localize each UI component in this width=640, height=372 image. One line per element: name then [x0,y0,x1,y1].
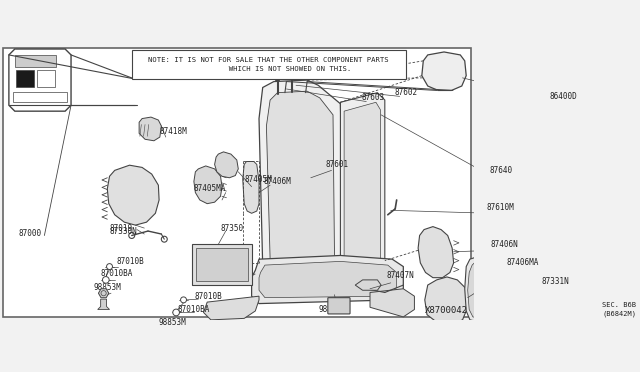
FancyBboxPatch shape [196,248,248,281]
Text: 87405M: 87405M [244,175,272,184]
Text: WHICH IS NOT SHOWED ON THIS.: WHICH IS NOT SHOWED ON THIS. [185,66,351,72]
Text: 87406N: 87406N [491,240,518,249]
Circle shape [129,232,134,238]
Polygon shape [13,92,67,102]
Text: X8700042: X8700042 [425,307,468,315]
Text: (B6842M): (B6842M) [602,311,636,317]
Polygon shape [204,296,259,320]
Polygon shape [15,55,56,67]
Text: 87331N: 87331N [541,277,570,286]
Text: SEC. B6B: SEC. B6B [602,302,636,308]
Polygon shape [340,93,385,280]
Circle shape [275,77,280,81]
Polygon shape [166,331,178,341]
Polygon shape [37,70,55,87]
Polygon shape [243,161,259,213]
Polygon shape [166,321,177,330]
Polygon shape [259,80,344,281]
Circle shape [161,236,167,242]
Text: 87010BA: 87010BA [100,269,133,279]
Text: 87405MA: 87405MA [194,185,227,193]
Text: 87610M: 87610M [487,203,515,212]
Circle shape [102,276,109,283]
FancyBboxPatch shape [132,51,406,78]
Polygon shape [16,70,34,87]
Circle shape [180,297,186,303]
Polygon shape [587,307,597,321]
Text: 87019: 87019 [109,224,132,232]
Text: 87330N: 87330N [109,227,137,235]
Text: 87601: 87601 [326,160,349,169]
Text: 98856X: 98856X [318,305,346,314]
FancyBboxPatch shape [3,48,470,317]
Polygon shape [355,280,381,290]
Polygon shape [425,277,468,324]
Polygon shape [214,152,238,178]
Polygon shape [418,227,454,278]
Circle shape [290,75,294,79]
FancyBboxPatch shape [193,244,252,285]
Text: 87603: 87603 [361,93,384,102]
Circle shape [173,309,179,316]
Polygon shape [465,258,488,322]
Text: 87406MA: 87406MA [506,259,538,267]
Polygon shape [266,91,335,268]
Text: 87350: 87350 [221,224,244,232]
FancyBboxPatch shape [328,298,350,314]
Polygon shape [194,166,222,204]
Text: 87407N: 87407N [387,271,414,280]
Text: 86400D: 86400D [549,92,577,101]
Polygon shape [98,299,109,310]
Polygon shape [370,289,415,317]
Text: 87010B: 87010B [117,257,145,266]
Text: 87640: 87640 [490,166,513,175]
Circle shape [596,286,617,307]
Text: 87602: 87602 [394,88,417,97]
Polygon shape [344,102,380,274]
Text: 98853M: 98853M [93,283,121,292]
Text: 87418M: 87418M [159,127,187,137]
Polygon shape [468,263,486,318]
Text: 87010B: 87010B [195,292,222,301]
Polygon shape [252,256,403,304]
Text: 98853M: 98853M [158,318,186,327]
Polygon shape [422,52,466,90]
Text: 87010BA: 87010BA [178,305,210,314]
Polygon shape [99,289,109,298]
Polygon shape [108,165,159,225]
Polygon shape [259,262,397,298]
Text: 87406M: 87406M [264,177,291,186]
Text: NOTE: IT IS NOT FOR SALE THAT THE OTHER COMPONENT PARTS: NOTE: IT IS NOT FOR SALE THAT THE OTHER … [148,57,388,63]
Text: 87000: 87000 [19,229,42,238]
Polygon shape [9,49,71,111]
Polygon shape [139,117,161,141]
Circle shape [107,264,113,270]
